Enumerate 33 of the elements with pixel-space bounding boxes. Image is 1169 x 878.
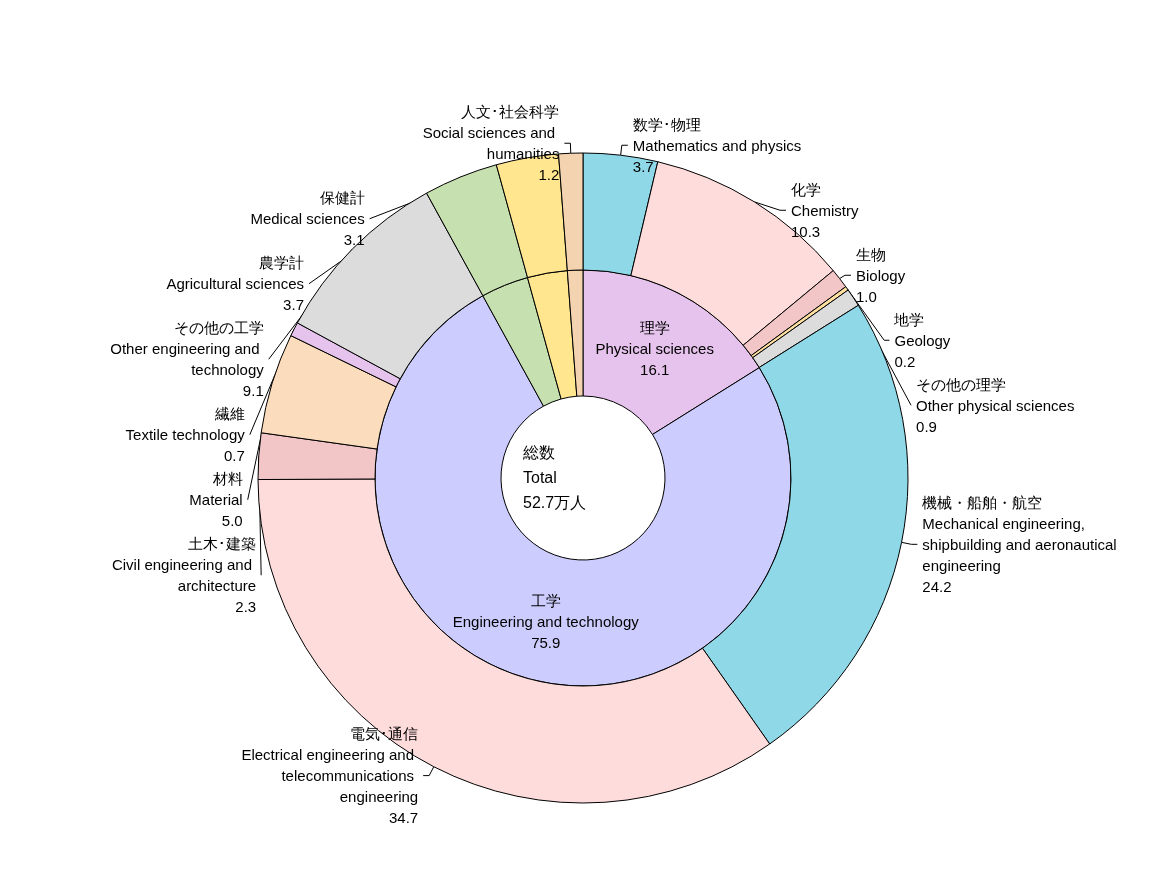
data-label: 75.9 [531,633,561,651]
slice-label: 保健計 Medical sciences [250,189,365,228]
slice-label: 繊維 Textile technology [125,405,246,444]
data-label: 5.0 [221,512,243,530]
slice-label: 土木･建築 Civil engineering and architecture [111,535,257,595]
slice-label: 化学 Chemistry [791,180,860,219]
data-label: 1.2 [538,166,560,184]
data-label: 9.1 [242,382,264,400]
data-label: 0.7 [223,447,245,465]
data-label: 24.2 [922,577,952,595]
slice-label: その他の理学 Other physical sciences [916,375,1075,414]
slice-label: 地学 Geology [893,310,951,349]
slice-label: 農学計 Agricultural sciences [166,254,304,293]
slice-label: その他の工学 Other engineering and technology [110,319,265,379]
data-label: 1.0 [855,287,877,305]
slice-label: 生物 Biology [855,245,906,284]
data-label: 16.1 [640,361,670,379]
data-label: 0.2 [894,352,916,370]
data-label: 10.3 [791,222,821,240]
data-label: 2.3 [235,598,257,616]
text: 総数 Total 52.7万人 [522,444,587,511]
slice-label: 材料 Material [189,470,243,509]
data-label: 3.7 [283,296,304,314]
data-label: 34.7 [388,809,419,827]
data-label: 3.1 [343,231,365,249]
data-label: 0.9 [916,417,937,435]
slice-label: 機械・船舶・航空 Mechanical engineering, shipbuilding and aeronautical engineering [922,493,1121,574]
data-label: 3.7 [632,157,654,175]
slice-label: 理学 Physical sciences [595,319,714,358]
slice-label: 数学･物理 Mathematics and physics [632,115,802,154]
slice-label: 工学 Engineering and technology [452,591,640,630]
slice-label: 人文･社会科学 Social sciences and humanities [422,103,560,163]
slice-label: 電気･通信 Electrical engineering and telecommunications engineering [241,725,419,806]
